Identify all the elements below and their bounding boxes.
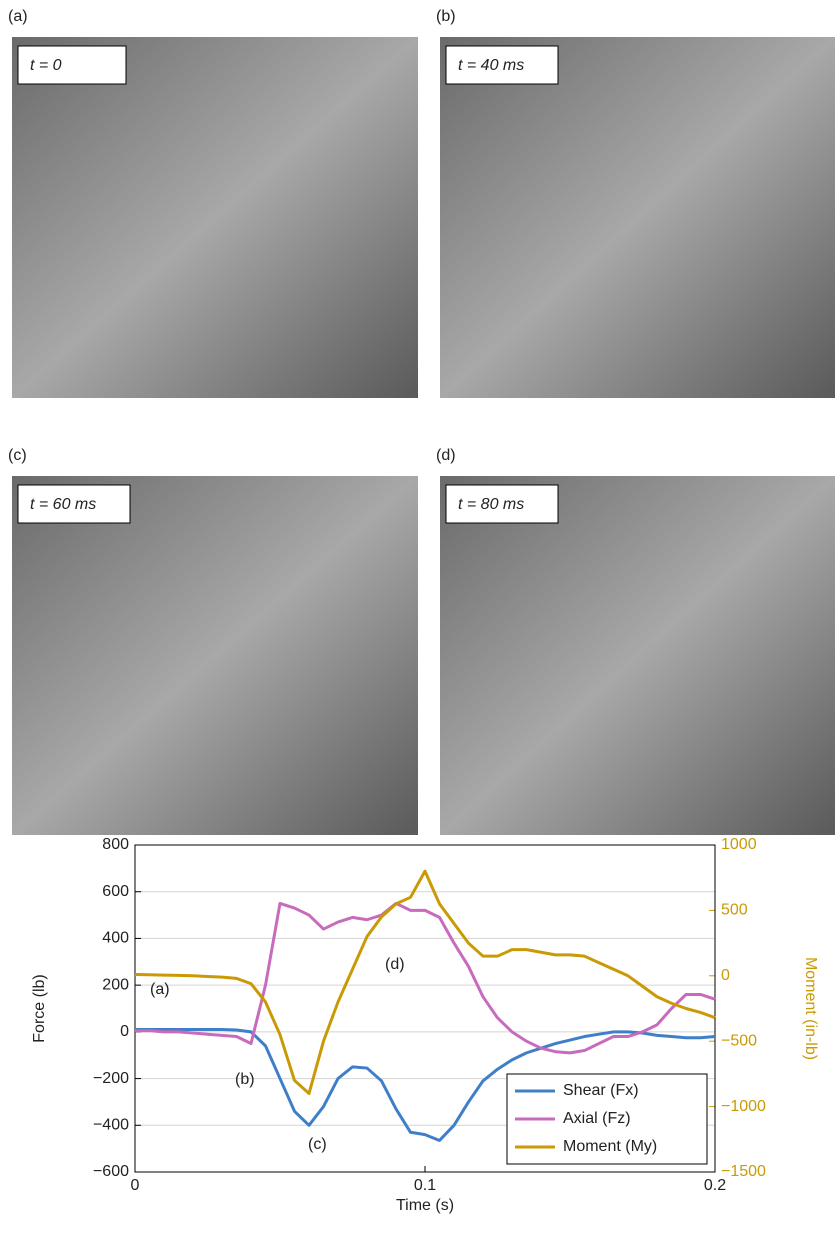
annotation: (b) (235, 1071, 255, 1088)
photo-placeholder (440, 37, 835, 398)
panel-label: (c) (8, 447, 27, 464)
y-tick-label: 200 (102, 976, 129, 993)
y-tick-label: 0 (120, 1023, 129, 1040)
x-axis-label: Time (s) (396, 1197, 454, 1214)
panel-label: (a) (8, 8, 28, 25)
y-tick-label: 600 (102, 883, 129, 900)
caption: t = 60 ms (30, 496, 96, 513)
photo-placeholder (440, 476, 835, 835)
y-tick-label: −200 (93, 1070, 129, 1087)
x-tick-label: 0.1 (414, 1177, 436, 1194)
y2-tick-label: −500 (721, 1032, 757, 1049)
annotation: (a) (150, 981, 170, 998)
y-axis-label: Force (lb) (31, 974, 48, 1042)
y2-axis-label: Moment (in-lb) (802, 957, 819, 1060)
y-tick-label: 800 (102, 836, 129, 853)
y-tick-label: 400 (102, 930, 129, 947)
photo-placeholder (12, 476, 418, 835)
x-tick-label: 0 (131, 1177, 140, 1194)
annotation: (d) (385, 956, 405, 973)
x-tick-label: 0.2 (704, 1177, 726, 1194)
series-line (135, 871, 715, 1093)
y2-tick-label: −1000 (721, 1098, 766, 1115)
panel-label: (b) (436, 8, 456, 25)
panel-label: (d) (436, 447, 456, 464)
caption: t = 80 ms (458, 496, 524, 513)
y2-tick-label: 0 (721, 967, 730, 984)
y-tick-label: −600 (93, 1163, 129, 1180)
y2-tick-label: 1000 (721, 836, 757, 853)
legend-label: Shear (Fx) (563, 1082, 639, 1099)
caption: t = 40 ms (458, 57, 524, 74)
annotation: (c) (308, 1136, 327, 1153)
legend-label: Moment (My) (563, 1138, 657, 1155)
y-tick-label: −400 (93, 1117, 129, 1134)
caption: t = 0 (30, 57, 62, 74)
y2-tick-label: 500 (721, 902, 748, 919)
legend-label: Axial (Fz) (563, 1110, 631, 1127)
y2-tick-label: −1500 (721, 1163, 766, 1180)
figure: (a) t = 0 (b) t = 40 ms (c) t = 60 ms (d) t = 8… (0, 0, 835, 1252)
photo-placeholder (12, 37, 418, 398)
